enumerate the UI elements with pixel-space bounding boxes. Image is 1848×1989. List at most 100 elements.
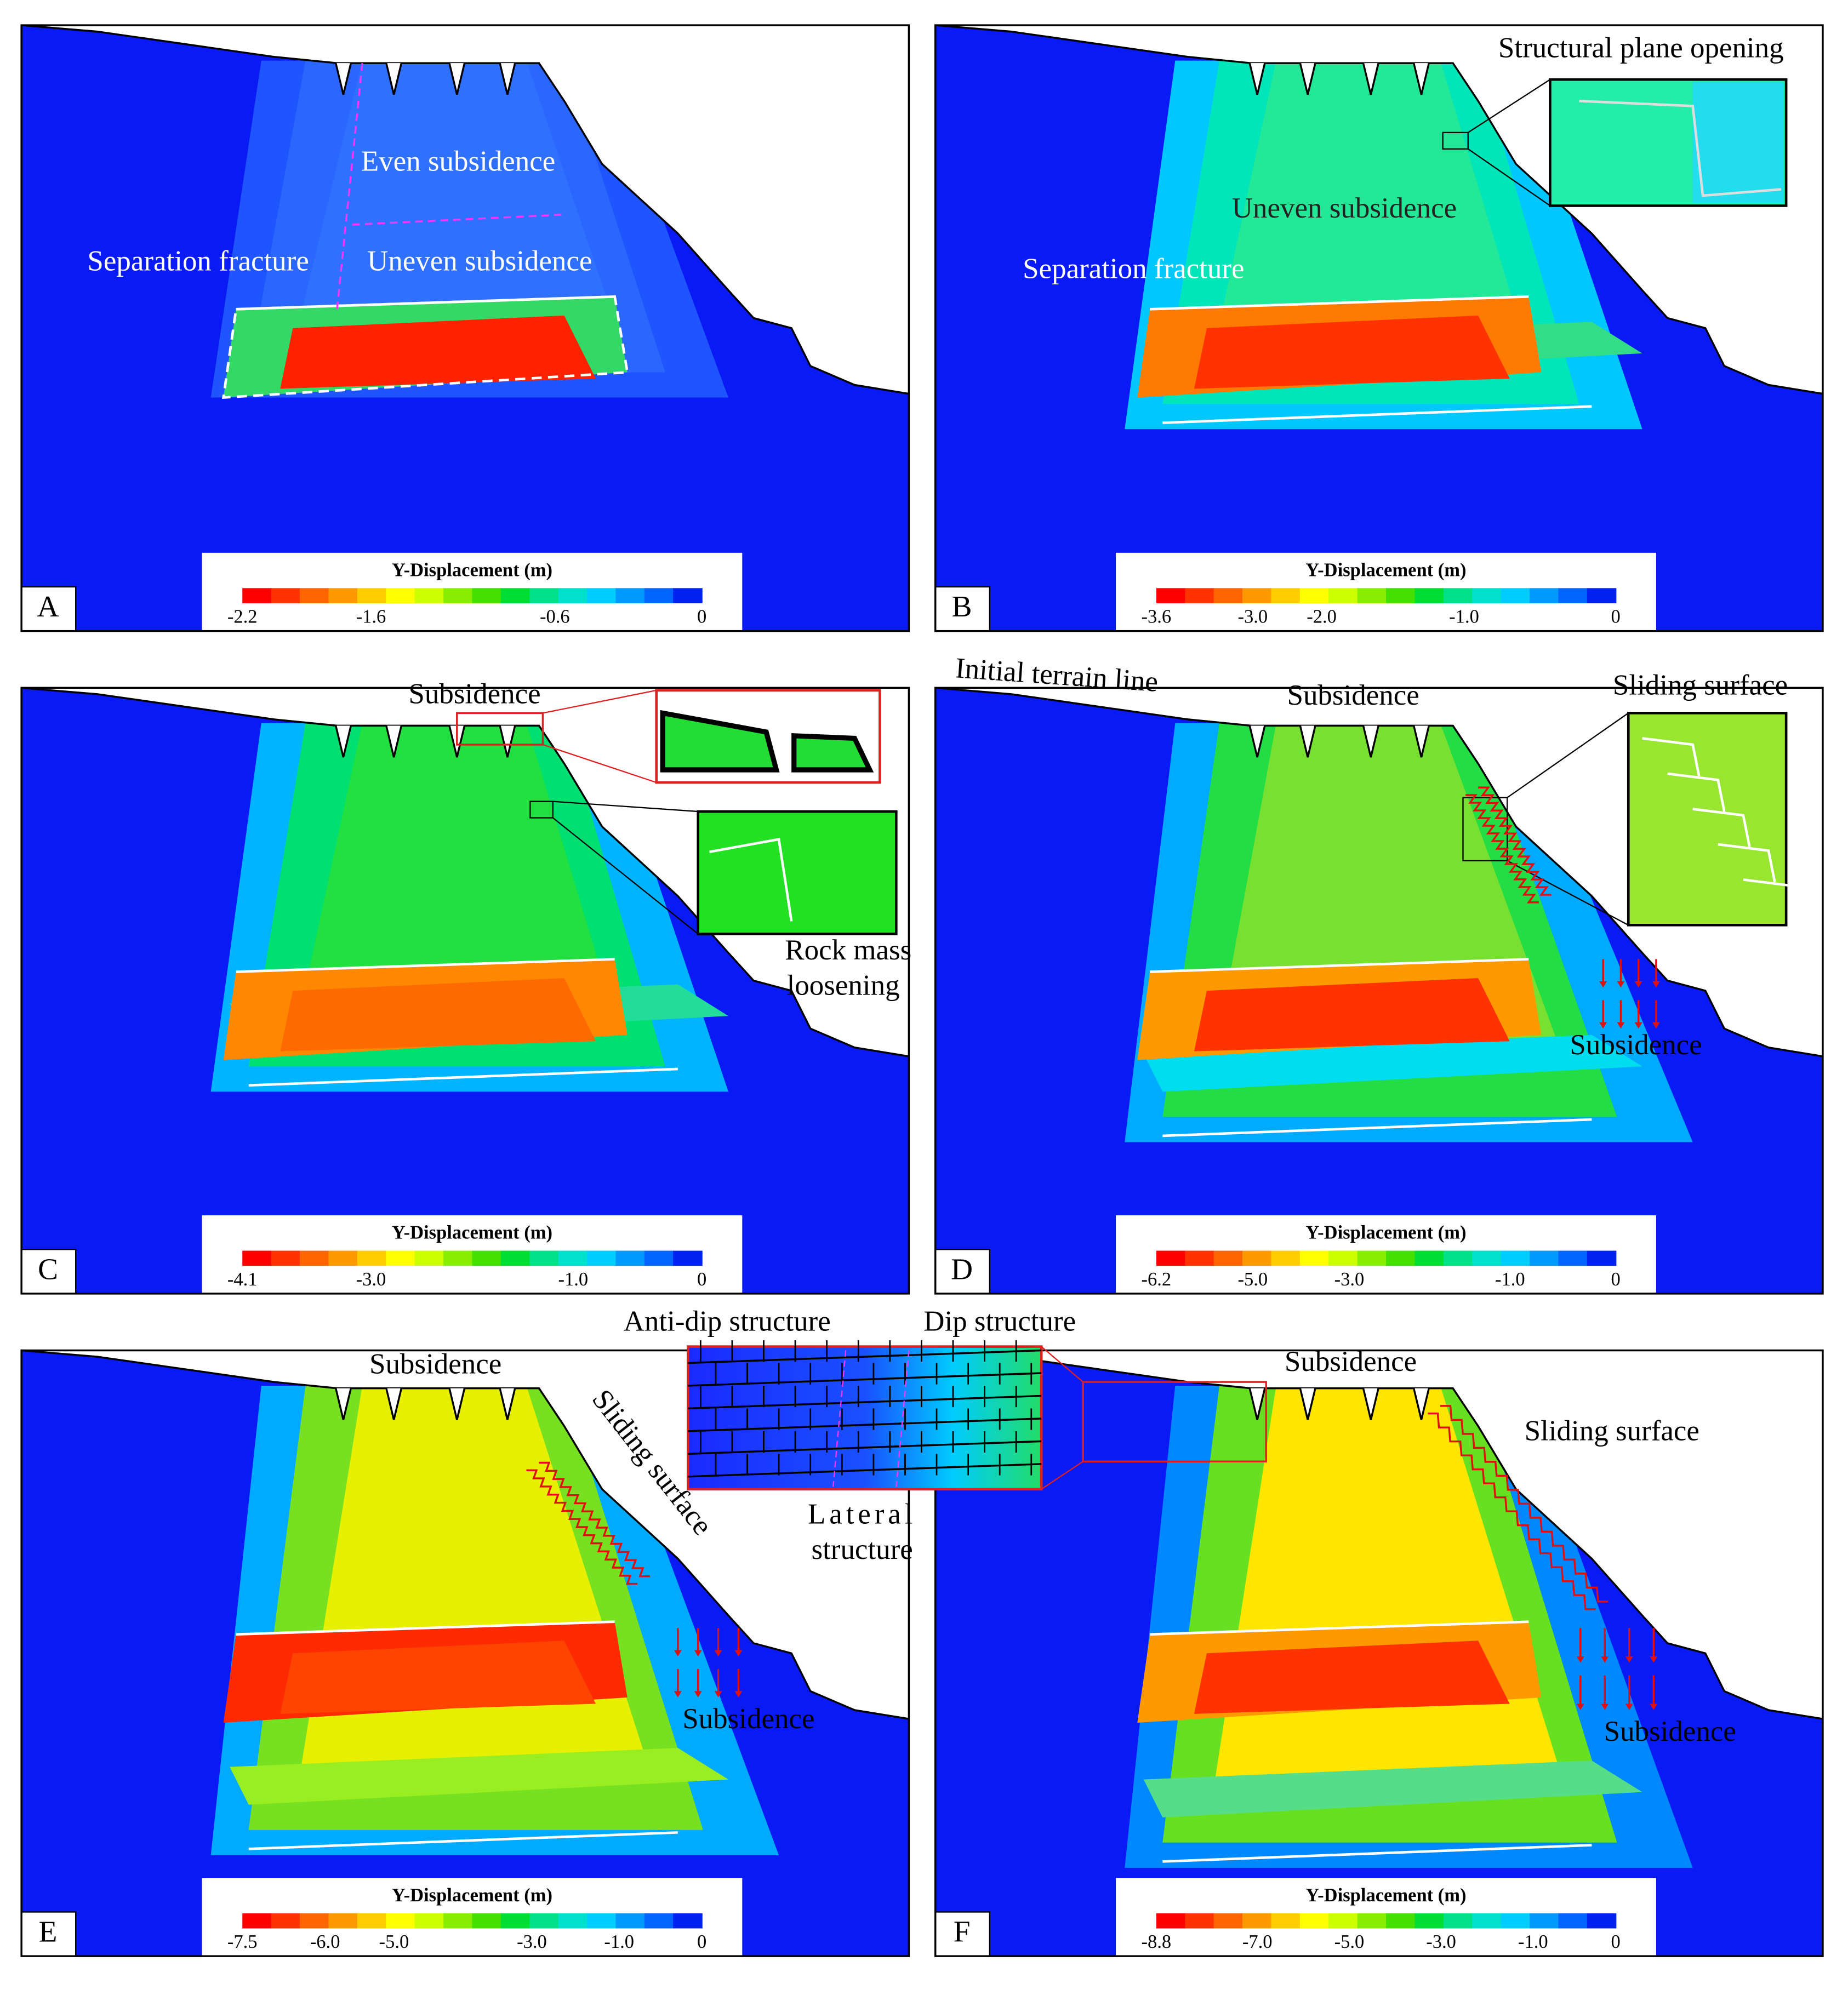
zoom-box bbox=[1442, 132, 1469, 150]
colorbar-tick: -1.0 bbox=[604, 1931, 634, 1952]
colorbar-tick: -6.0 bbox=[310, 1931, 340, 1952]
colorbar-tick: -0.6 bbox=[540, 607, 570, 627]
colorbar-tick: -1.0 bbox=[558, 1269, 589, 1290]
colorbar-segment bbox=[529, 588, 559, 603]
zoom-lines bbox=[543, 689, 657, 714]
lower-strip bbox=[230, 1748, 728, 1805]
colorbar-segment bbox=[644, 1913, 674, 1929]
colorbar-segment bbox=[1185, 588, 1214, 603]
arrow-head bbox=[1599, 1022, 1607, 1029]
panel-label: C bbox=[38, 1252, 58, 1285]
zoom-box bbox=[529, 801, 554, 819]
arrow-head bbox=[1634, 981, 1642, 988]
colorbar-segment bbox=[386, 1913, 415, 1929]
annotation: Subsidence bbox=[408, 678, 540, 710]
arrow-head bbox=[694, 1650, 702, 1657]
displacement-field bbox=[1125, 723, 1693, 1142]
colorbar-tick: -2.2 bbox=[227, 607, 258, 627]
colorbar-segment bbox=[1213, 1250, 1244, 1266]
terrain-line bbox=[21, 24, 909, 395]
colorbar-segment bbox=[328, 1250, 358, 1266]
panel-label: A bbox=[37, 590, 59, 623]
colorbar-title: Y-Displacement (m) bbox=[392, 559, 552, 580]
colorbar-segment bbox=[558, 1913, 588, 1929]
floor-fracture bbox=[1162, 1844, 1592, 1863]
colorbar-segment bbox=[386, 1250, 415, 1266]
arrow-head bbox=[1652, 1022, 1660, 1029]
floor-fracture bbox=[1162, 405, 1592, 424]
colorbar-segment bbox=[300, 1250, 329, 1266]
crack bbox=[334, 62, 352, 95]
colorbar-segment bbox=[1587, 1250, 1617, 1266]
annotation: Uneven subsidence bbox=[1232, 192, 1457, 224]
colorbar-segment bbox=[1242, 1913, 1272, 1929]
arrow-head bbox=[1601, 1656, 1609, 1663]
arrow-head bbox=[1576, 1704, 1584, 1710]
panel: Initial terrain line Subsidence Sliding su… bbox=[934, 652, 1824, 1295]
panel-frame bbox=[934, 24, 1824, 632]
colorbar-segment bbox=[357, 1250, 387, 1266]
loosening-crack bbox=[709, 838, 793, 922]
colorbar-segment bbox=[1213, 1913, 1244, 1929]
colorbar-tick: -4.1 bbox=[227, 1269, 258, 1290]
colorbar-segment bbox=[1587, 588, 1617, 603]
colorbar-segment bbox=[271, 1913, 301, 1929]
zoom-lines bbox=[1468, 148, 1551, 207]
colorbar-segment bbox=[1242, 1250, 1272, 1266]
annotation: Sliding surface bbox=[1613, 669, 1788, 701]
crack bbox=[1362, 62, 1379, 95]
colorbar-segment bbox=[271, 1250, 301, 1266]
colorbar-segment bbox=[615, 1250, 645, 1266]
colorbar-tick: 0 bbox=[697, 1269, 706, 1290]
arrow-head bbox=[674, 1691, 682, 1697]
colorbar-segment bbox=[1156, 1250, 1186, 1266]
colorbar-segment bbox=[615, 588, 645, 603]
crack bbox=[499, 62, 516, 95]
colorbar-title: Y-Displacement (m) bbox=[392, 1222, 552, 1243]
annotation: Rock mass bbox=[785, 934, 911, 966]
crack bbox=[1248, 1388, 1266, 1420]
boundary bbox=[896, 1350, 910, 1487]
colorbar-segment bbox=[587, 1250, 617, 1266]
zoom-lines bbox=[552, 801, 698, 813]
colorbar-tick: -7.0 bbox=[1242, 1931, 1273, 1952]
colorbar-segment bbox=[1271, 1913, 1301, 1929]
colorbar-tick: -3.6 bbox=[1141, 607, 1171, 627]
panel-label-box bbox=[21, 1249, 77, 1295]
sliding-surface bbox=[1428, 1412, 1596, 1610]
crack bbox=[1299, 1388, 1316, 1420]
crack bbox=[499, 1388, 516, 1420]
inset-step bbox=[1743, 878, 1801, 918]
colorbar-segment bbox=[443, 1913, 473, 1929]
arrow-head bbox=[1625, 1704, 1633, 1710]
arrow-head bbox=[1599, 981, 1607, 988]
colorbar-segment bbox=[414, 1913, 444, 1929]
colorbar-tick: -1.0 bbox=[1495, 1269, 1525, 1290]
colorbar-segment bbox=[1529, 1250, 1559, 1266]
colorbar-tick: -1.6 bbox=[356, 607, 386, 627]
crack bbox=[448, 62, 466, 95]
colorbar-tick: -2.0 bbox=[1307, 607, 1337, 627]
colorbar-tick: -8.8 bbox=[1141, 1931, 1171, 1952]
colorbar-tick: -3.0 bbox=[1426, 1931, 1456, 1952]
inset-rock bbox=[791, 733, 874, 773]
annotation: Sliding surface bbox=[1525, 1415, 1699, 1447]
colorbar-tick: 0 bbox=[697, 1931, 706, 1952]
arrow-head bbox=[694, 1691, 702, 1697]
arrow-head bbox=[1617, 1022, 1625, 1029]
colorbar-segment bbox=[1386, 1250, 1416, 1266]
sliding-surface bbox=[526, 1469, 638, 1585]
colorbar-segment bbox=[328, 1913, 358, 1929]
opening bbox=[1579, 99, 1782, 197]
arrow-head bbox=[714, 1691, 722, 1697]
colorbar-segment bbox=[242, 1250, 272, 1266]
colorbar-segment bbox=[300, 588, 329, 603]
zoom-box bbox=[456, 712, 544, 746]
arrow-head bbox=[1652, 981, 1660, 988]
colorbar-segment bbox=[558, 588, 588, 603]
colorbar-segment bbox=[414, 1250, 444, 1266]
zoom-lines bbox=[1041, 1346, 1083, 1382]
colorbar-title: Y-Displacement (m) bbox=[392, 1885, 552, 1906]
colorbar-segment bbox=[1386, 1913, 1416, 1929]
colorbar-segment bbox=[644, 1250, 674, 1266]
